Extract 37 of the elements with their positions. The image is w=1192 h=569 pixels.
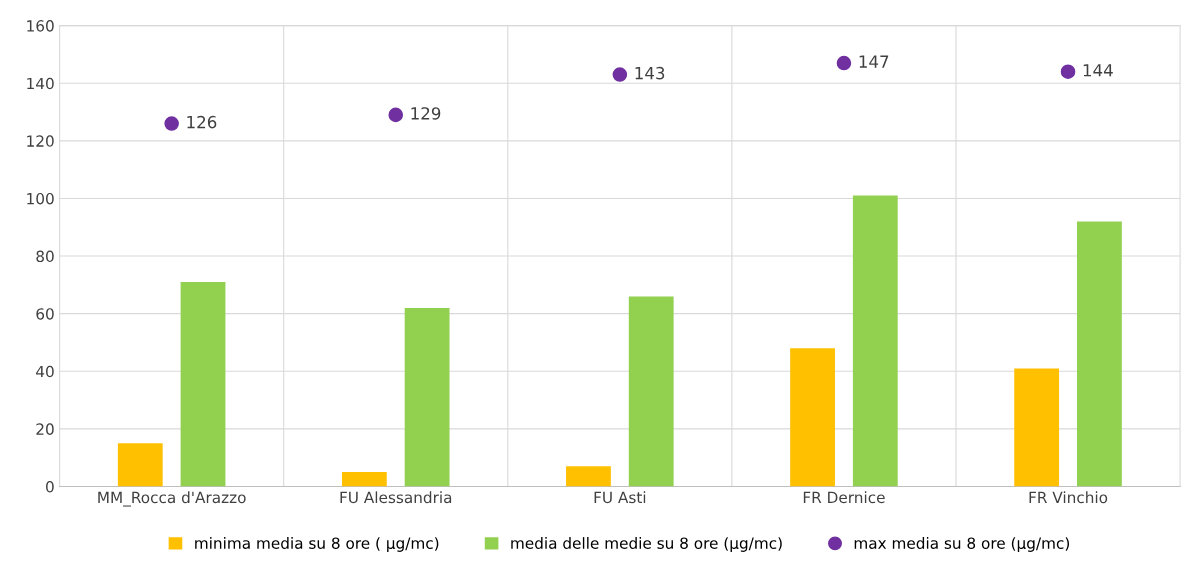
- x-tick-label: FR Dernice: [803, 491, 885, 504]
- bar: [1014, 368, 1060, 487]
- bar: [117, 443, 163, 487]
- y-tick-label: 80: [36, 250, 54, 263]
- x-tick-label: FU Alessandria: [340, 491, 452, 504]
- legend-label: minima media su 8 ore ( µg/mc): [195, 537, 439, 552]
- bar: [180, 281, 226, 487]
- data-label: 126: [187, 115, 217, 129]
- data-label: 129: [411, 107, 441, 120]
- bar: [341, 472, 387, 487]
- x-tick-label: FR Vinchio: [1029, 491, 1108, 504]
- y-tick-label: 120: [27, 135, 54, 147]
- y-tick-label: 160: [27, 20, 54, 32]
- y-tick-label: 40: [36, 365, 54, 378]
- y-tick-label: 20: [36, 423, 54, 435]
- point: [612, 67, 628, 82]
- data-label: 147: [859, 55, 889, 68]
- legend-label: max media su 8 ore (µg/mc): [854, 537, 1070, 552]
- legend-label: media delle medie su 8 ore (µg/mc): [511, 537, 782, 552]
- y-tick-label: 140: [27, 77, 54, 90]
- y-tick-label: 100: [27, 192, 54, 205]
- point: [388, 107, 404, 123]
- y-tick-label: 0: [46, 480, 54, 493]
- x-tick-label: MM_Rocca d'Arazzo: [98, 491, 246, 507]
- data-label: 144: [1083, 64, 1113, 77]
- point: [164, 116, 179, 131]
- bar: [1077, 221, 1122, 487]
- y-tick-label: 60: [36, 308, 54, 320]
- bar: [566, 466, 611, 487]
- point: [836, 55, 852, 71]
- bar: [852, 195, 898, 487]
- bar: [790, 348, 835, 487]
- point: [1060, 64, 1076, 79]
- x-tick-label: FU Asti: [594, 491, 646, 504]
- bar: [404, 307, 450, 487]
- bar: [628, 296, 674, 487]
- data-label: 143: [635, 66, 665, 80]
